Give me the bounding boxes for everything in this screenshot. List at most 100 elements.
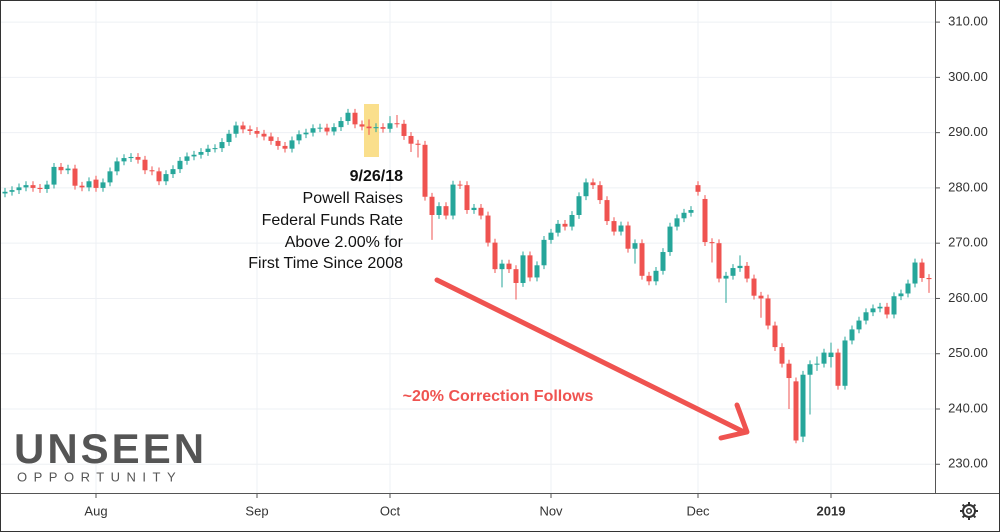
candle-body (548, 232, 554, 240)
candle-body (226, 133, 232, 143)
candle-body (184, 156, 190, 161)
y-tick-label: 260.00 (948, 290, 988, 305)
candle-body (667, 226, 673, 253)
candle-body (401, 123, 407, 136)
y-tick-label: 310.00 (948, 14, 988, 29)
candle-body (849, 329, 855, 341)
candle-body (821, 352, 827, 364)
candle-body (107, 171, 113, 183)
candle-body (58, 166, 64, 171)
candle-body (513, 269, 519, 283)
candle-body (310, 128, 316, 133)
candle-body (128, 156, 134, 159)
candle-body (471, 207, 477, 211)
candle-body (177, 160, 183, 170)
candle-body (758, 295, 764, 299)
candle-body (562, 223, 568, 227)
candle-body (289, 140, 295, 149)
candle-body (16, 187, 22, 191)
candle-body (163, 174, 169, 182)
x-tick-label: Nov (539, 503, 563, 518)
candle-body (142, 159, 148, 171)
candle-body (597, 185, 603, 201)
candle-body (583, 182, 589, 197)
candle-body (695, 185, 701, 192)
y-tick-label: 300.00 (948, 69, 988, 84)
candle-body (646, 275, 652, 282)
candle-body (261, 133, 267, 137)
candle-body (366, 126, 372, 129)
candle-body (786, 363, 792, 379)
candle-body (247, 129, 253, 131)
candle-body (359, 124, 365, 127)
candle-body (23, 185, 29, 188)
candle-body (30, 185, 36, 188)
candle-body (835, 352, 841, 386)
candle-body (268, 136, 274, 141)
x-tick-label: Sep (245, 503, 268, 518)
y-tick-label: 240.00 (948, 400, 988, 415)
candle-body (877, 306, 883, 309)
candle-body (730, 268, 736, 276)
y-tick-label: 280.00 (948, 179, 988, 194)
candle-body (926, 278, 932, 280)
candle-body (527, 255, 533, 278)
candle-body (492, 242, 498, 270)
candle-body (506, 263, 512, 270)
candle-body (884, 306, 890, 315)
candle-body (807, 364, 813, 375)
annotation-line: Above 2.00% for (285, 234, 404, 251)
candle-body (296, 134, 302, 141)
candle-body (72, 168, 78, 186)
arrow-head (718, 402, 750, 441)
candle-body (709, 242, 715, 244)
candle-body (828, 352, 834, 358)
candle-body (135, 156, 141, 160)
candle-body (233, 125, 239, 134)
candle-body (121, 158, 127, 162)
candle-body (800, 374, 806, 437)
y-tick-label: 290.00 (948, 124, 988, 139)
candle-body (324, 127, 330, 132)
candle-body (520, 255, 526, 283)
candle-body (9, 190, 15, 192)
candle-body (37, 187, 43, 190)
settings-icon[interactable] (960, 502, 978, 520)
candle-body (779, 347, 785, 364)
annotation-line: Powell Raises (303, 190, 403, 207)
arrow (434, 277, 747, 435)
candle-body (443, 206, 449, 216)
candle-body (856, 320, 862, 330)
candle-body (660, 252, 666, 271)
candle-body (65, 168, 71, 171)
annotation-line: First Time Since 2008 (248, 255, 403, 272)
candle-body (205, 148, 211, 152)
candle-body (765, 298, 771, 326)
candle-body (44, 184, 50, 190)
candle-body (282, 145, 288, 149)
candle-body (737, 265, 743, 269)
candle-body (898, 293, 904, 297)
x-tick-label: Oct (380, 503, 401, 518)
gear-hub[interactable] (965, 507, 973, 515)
candle-body (464, 185, 470, 211)
candle-body (905, 283, 911, 294)
candle-body (751, 278, 757, 296)
candle-body (240, 125, 246, 130)
candle-body (429, 196, 435, 215)
candle-body (51, 166, 57, 185)
callout: ~20% Correction Follows (403, 388, 594, 405)
candle-body (408, 135, 414, 144)
annotation-line: Federal Funds Rate (262, 212, 404, 229)
candle-body (604, 200, 610, 222)
candle-body (219, 142, 225, 149)
candle-body (457, 184, 463, 186)
candle-body (919, 262, 925, 279)
candle-body (331, 127, 337, 132)
candle-body (744, 265, 750, 279)
candle-body (352, 112, 358, 125)
gear-teeth[interactable] (960, 502, 978, 520)
candle-body (891, 296, 897, 315)
candle-body (681, 212, 687, 219)
